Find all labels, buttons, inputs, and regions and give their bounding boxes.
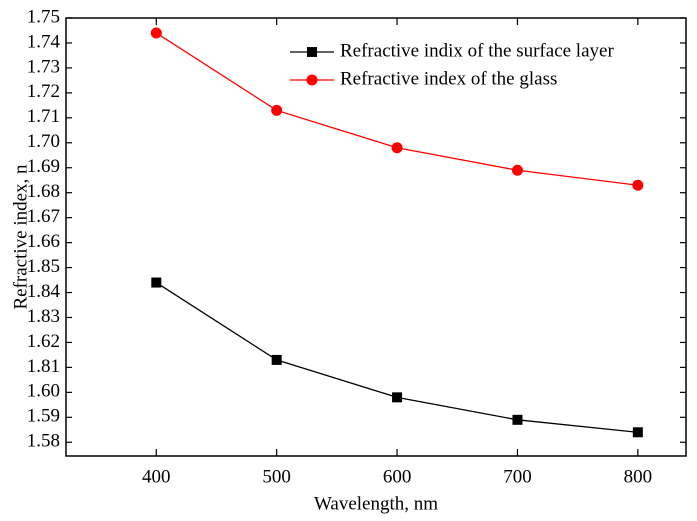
marker bbox=[392, 392, 403, 403]
y-tick-label: 1.85 bbox=[27, 256, 60, 277]
y-tick-label: 1.81 bbox=[27, 356, 60, 377]
y-tick-label: 1.59 bbox=[27, 406, 60, 427]
series-line bbox=[155, 282, 638, 433]
y-axis-label: Refractive index, n bbox=[10, 164, 31, 310]
x-axis-label: Wavelength, nm bbox=[314, 493, 438, 514]
y-tick-label: 1.73 bbox=[27, 56, 60, 77]
y-tick-label: 1.58 bbox=[27, 431, 60, 452]
x-tick-label: 700 bbox=[503, 466, 532, 487]
y-tick-label: 1.71 bbox=[27, 106, 60, 127]
marker bbox=[391, 142, 403, 154]
x-tick-label: 600 bbox=[383, 466, 412, 487]
y-tick-label: 1.72 bbox=[27, 81, 60, 102]
y-tick-label: 1.69 bbox=[27, 156, 60, 177]
legend-label: Refractive index of the glass bbox=[340, 68, 557, 89]
marker bbox=[512, 414, 523, 425]
marker bbox=[271, 104, 283, 116]
marker bbox=[511, 164, 523, 176]
legend-marker bbox=[307, 47, 317, 57]
marker bbox=[150, 27, 162, 39]
plot-frame bbox=[65, 17, 687, 457]
y-tick-label: 1.70 bbox=[27, 131, 60, 152]
y-tick-label: 1.75 bbox=[27, 6, 60, 27]
y-tick-label: 1.74 bbox=[27, 31, 61, 52]
y-tick-label: 1.67 bbox=[27, 206, 60, 227]
x-tick-label: 400 bbox=[142, 466, 171, 487]
y-tick-label: 1.84 bbox=[27, 281, 61, 302]
marker bbox=[151, 277, 162, 288]
marker bbox=[632, 179, 644, 191]
legend-marker bbox=[306, 74, 318, 86]
x-tick-label: 800 bbox=[624, 466, 653, 487]
x-tick-label: 500 bbox=[262, 466, 291, 487]
marker bbox=[271, 354, 282, 365]
legend-label: Refractive indix of the surface layer bbox=[340, 40, 614, 61]
marker bbox=[632, 427, 643, 438]
y-tick-label: 1.83 bbox=[27, 306, 60, 327]
y-tick-label: 1.62 bbox=[27, 331, 60, 352]
y-tick-label: 1.60 bbox=[27, 381, 60, 402]
y-tick-label: 1.66 bbox=[27, 231, 60, 252]
y-tick-label: 1.68 bbox=[27, 181, 60, 202]
